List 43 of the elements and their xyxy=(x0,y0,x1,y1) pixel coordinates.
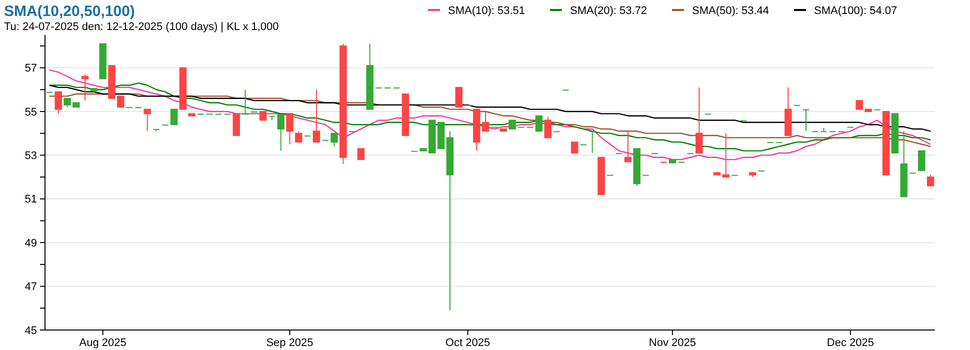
y-tick-label: 55 xyxy=(24,106,37,118)
candlestick xyxy=(926,174,934,186)
x-tick-label: Oct 2025 xyxy=(445,337,490,349)
candlestick xyxy=(624,130,632,162)
candlestick xyxy=(81,74,89,102)
candlestick xyxy=(918,150,926,171)
candlestick xyxy=(312,89,320,143)
candlestick xyxy=(455,86,462,108)
legend-label: SMA(20): 53.72 xyxy=(570,4,648,17)
legend-label: SMA(10): 53.51 xyxy=(448,4,526,17)
candlestick xyxy=(570,142,578,154)
y-tick-label: 47 xyxy=(24,281,37,294)
candlestick xyxy=(535,115,543,132)
chart-subtitle: Tu: 24-07-2025 den: 12-12-2025 (100 days) | KL x 1,000 xyxy=(4,21,279,33)
candlestick xyxy=(242,89,248,115)
candlestick xyxy=(286,113,294,145)
x-tick-label: Nov 2025 xyxy=(648,337,696,349)
legend-label: SMA(50): 53.44 xyxy=(692,4,770,17)
candlestick xyxy=(330,132,338,147)
x-tick-label: Dec 2025 xyxy=(826,337,874,349)
x-tick-label: Aug 2025 xyxy=(79,337,126,349)
candlestick xyxy=(820,127,827,132)
candlestick xyxy=(170,108,178,126)
chart-title: SMA(10,20,50,100) xyxy=(4,3,135,20)
line-series xyxy=(48,69,932,160)
legend-label: SMA(100): 54.07 xyxy=(814,4,898,17)
x-tick-label: Sep 2025 xyxy=(266,337,314,349)
line-series xyxy=(48,84,932,132)
y-tick-label: 57 xyxy=(24,62,37,75)
candlestick xyxy=(232,113,240,136)
candlestick xyxy=(589,130,596,154)
candlestick xyxy=(295,130,302,143)
y-tick-label: 49 xyxy=(24,237,37,250)
y-tick-label: 51 xyxy=(24,194,37,206)
candlestick xyxy=(802,108,810,132)
candlestick xyxy=(54,91,62,114)
y-tick-label: 45 xyxy=(24,324,37,337)
candlestick xyxy=(544,116,552,138)
candlestick xyxy=(144,108,151,132)
candlestick xyxy=(357,148,365,160)
candlestick xyxy=(696,86,703,154)
candlestick xyxy=(277,114,284,152)
y-tick-label: 53 xyxy=(24,150,37,162)
